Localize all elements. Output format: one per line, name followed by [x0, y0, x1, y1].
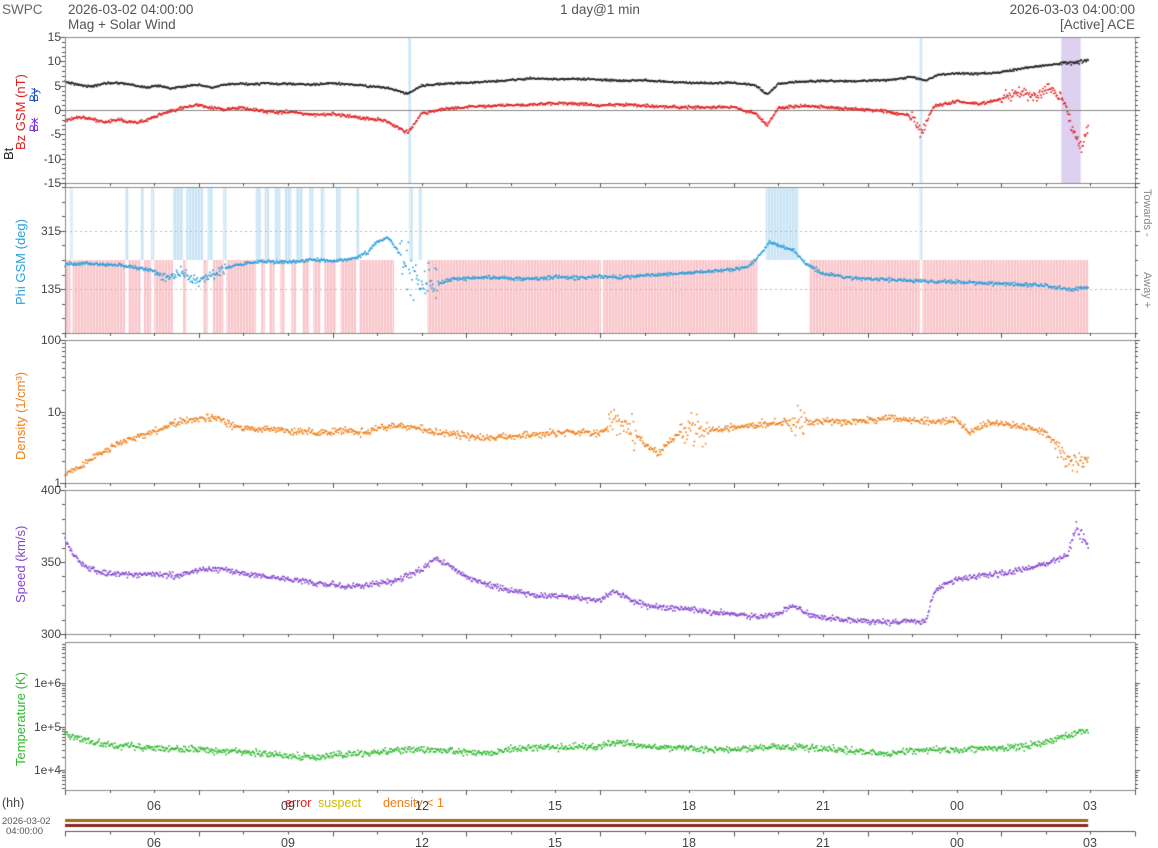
- away-sector-label: Away +: [1141, 272, 1153, 309]
- legend-suspect: suspect: [318, 796, 362, 810]
- y-tick-label-temp: 1e+4: [33, 763, 61, 777]
- x-tick-label-row1: 00: [950, 799, 964, 813]
- y-tick-label-density: 10: [47, 405, 61, 419]
- x-tick-label-row1: 09: [281, 799, 295, 813]
- x-tick-label-row2: 09: [281, 836, 295, 848]
- plot-title: Mag + Solar Wind: [68, 17, 176, 32]
- y-tick-label-mag: -15: [43, 176, 61, 190]
- y-tick-label-mag: 15: [47, 30, 61, 44]
- x-tick-label-row1: 15: [548, 799, 562, 813]
- x-tick-label-row2: 03: [1083, 836, 1097, 848]
- legend-error: error: [285, 796, 312, 810]
- start-datetime: 2026-03-02 04:00:00: [68, 2, 194, 17]
- x-tick-label-row2: 06: [147, 836, 161, 848]
- x-tick-label-row1: 03: [1083, 799, 1097, 813]
- x-tick-label-row2: 21: [816, 836, 830, 848]
- y-tick-label-mag: -10: [43, 152, 61, 166]
- y-tick-label-mag: -5: [50, 127, 61, 141]
- x-tick-label-row1: 18: [682, 799, 696, 813]
- x-tick-label-row2: 00: [950, 836, 964, 848]
- x-tick-label-row1: 21: [816, 799, 830, 813]
- end-datetime: 2026-03-03 04:00:00: [1009, 2, 1135, 17]
- agency-label: SWPC: [2, 2, 43, 17]
- x-tick-label-row1: 06: [147, 799, 161, 813]
- x-tick-label-row2: 15: [548, 836, 562, 848]
- bottom-start-date: 2026-03-02: [2, 816, 51, 827]
- x-tick-label-row1: 12: [415, 799, 429, 813]
- x-tick-label-row2: 18: [682, 836, 696, 848]
- y-tick-label-phi: 315: [40, 224, 61, 238]
- bottom-start-time: 04:00:00: [6, 826, 43, 837]
- y-tick-label-density: 100: [40, 333, 61, 347]
- y-tick-label-mag: 5: [54, 79, 61, 93]
- y-tick-label-speed: 300: [40, 627, 61, 641]
- hours-unit-label: (hh): [2, 796, 25, 810]
- y-tick-label-density: 1: [54, 476, 61, 490]
- source-status: [Active] ACE: [1059, 17, 1135, 32]
- y-tick-label-temp: 1e+6: [33, 676, 61, 690]
- y-tick-label-speed: 400: [40, 483, 61, 497]
- duration-label: 1 day@1 min: [560, 2, 640, 17]
- y-tick-label-temp: 1e+5: [33, 720, 61, 734]
- y-tick-label-speed: 350: [40, 555, 61, 569]
- y-tick-label-mag: 10: [47, 54, 61, 68]
- y-tick-label-phi: 135: [40, 282, 61, 296]
- bt-axis-label: Bt: [1, 147, 16, 160]
- legend-density-flag: density < 1: [383, 796, 444, 810]
- x-tick-label-row2: 12: [415, 836, 429, 848]
- towards-sector-label: Towards -: [1141, 189, 1153, 237]
- y-tick-label-mag: 0: [54, 103, 61, 117]
